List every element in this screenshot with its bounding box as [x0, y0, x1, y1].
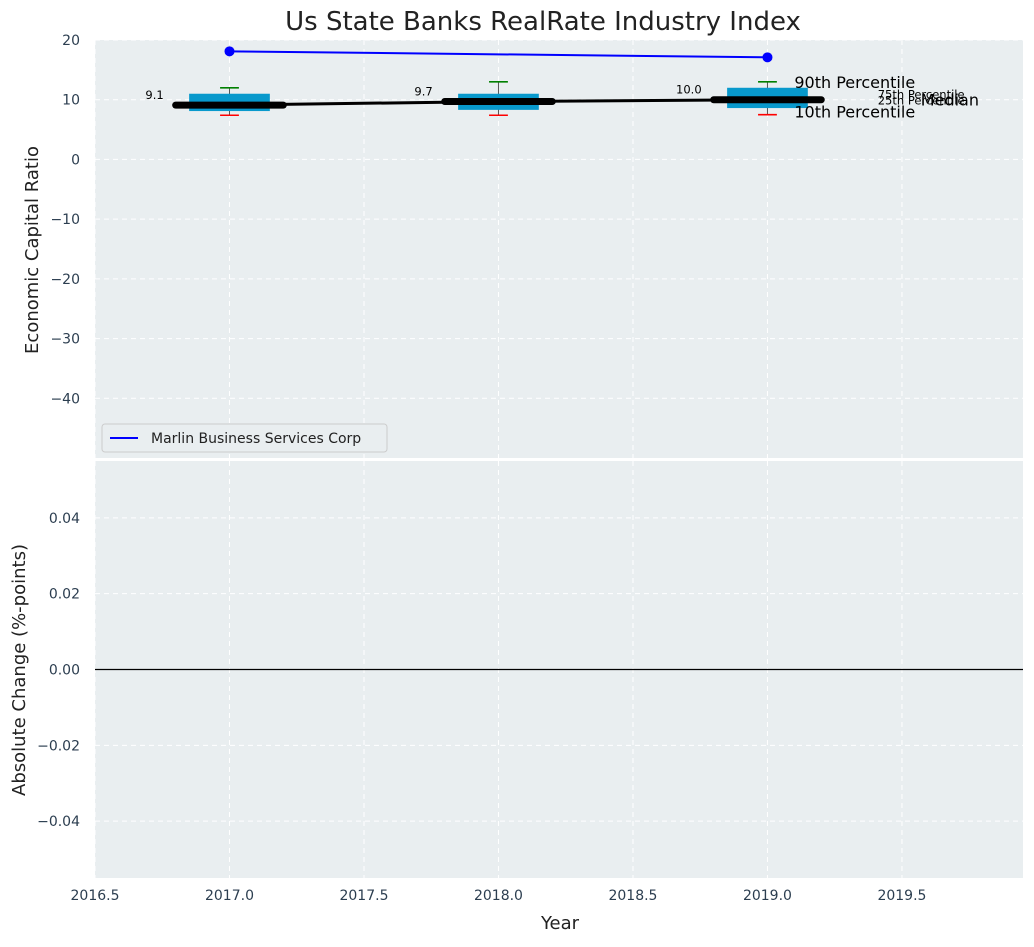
bottom-y-tick-label: 0.04	[49, 511, 80, 527]
x-tick-label: 2018.0	[474, 888, 523, 904]
top-y-tick-label: −40	[50, 391, 80, 407]
series-point	[762, 52, 773, 63]
bottom-y-tick-labels: 0.04 0.02 0.00 −0.02 −0.04	[37, 511, 80, 830]
series-line	[229, 50, 768, 59]
legend: Marlin Business Services Corp	[101, 423, 388, 453]
top-y-tick-label: 0	[71, 152, 80, 168]
x-tick-labels: 2016.5 2017.0 2017.5 2018.0 2018.5 2019.0 2019…	[71, 888, 927, 904]
top-y-tick-label: −30	[50, 332, 80, 348]
boxplot-group: 9.1 9.7 10.0	[145, 81, 825, 117]
company-series	[224, 46, 773, 63]
top-y-tick-label: −20	[50, 272, 80, 288]
top-y-tick-label: −10	[50, 212, 80, 228]
x-tick-label: 2017.0	[205, 888, 254, 904]
label-90th-percentile: 90th Percentile	[794, 73, 915, 92]
x-tick-label: 2017.5	[339, 888, 388, 904]
bottom-y-tick-label: −0.02	[37, 738, 80, 754]
bottom-y-tick-label: −0.04	[37, 814, 80, 830]
x-tick-label: 2016.5	[71, 888, 120, 904]
chart-title: Us State Banks RealRate Industry Index	[285, 7, 801, 37]
median-value-label: 9.1	[145, 88, 163, 102]
bottom-y-tick-label: 0.02	[49, 587, 80, 603]
legend-box	[101, 423, 388, 453]
median-value-label: 9.7	[414, 85, 432, 99]
legend-label: Marlin Business Services Corp	[151, 431, 361, 447]
series-point	[224, 46, 235, 57]
x-tick-label: 2018.5	[608, 888, 657, 904]
top-y-axis-title: Economic Capital Ratio	[22, 146, 43, 354]
x-tick-label: 2019.5	[877, 888, 926, 904]
label-10th-percentile: 10th Percentile	[794, 103, 915, 122]
top-y-tick-label: 10	[62, 93, 80, 109]
median-trend-line	[229, 98, 768, 107]
x-axis-title: Year	[540, 913, 580, 934]
bottom-y-tick-label: 0.00	[49, 663, 80, 679]
label-75th-percentile: 75th Percentile	[878, 88, 965, 102]
x-tick-label: 2019.0	[743, 888, 792, 904]
top-y-tick-label: 20	[62, 33, 80, 49]
bottom-y-axis-title: Absolute Change (%-points)	[9, 544, 30, 796]
label-25th-percentile: 25th Percentile	[878, 94, 965, 108]
top-y-tick-labels: 20 10 0 −10 −20 −30 −40	[50, 33, 80, 407]
median-value-label: 10.0	[676, 83, 702, 97]
label-median: Median	[921, 91, 979, 110]
